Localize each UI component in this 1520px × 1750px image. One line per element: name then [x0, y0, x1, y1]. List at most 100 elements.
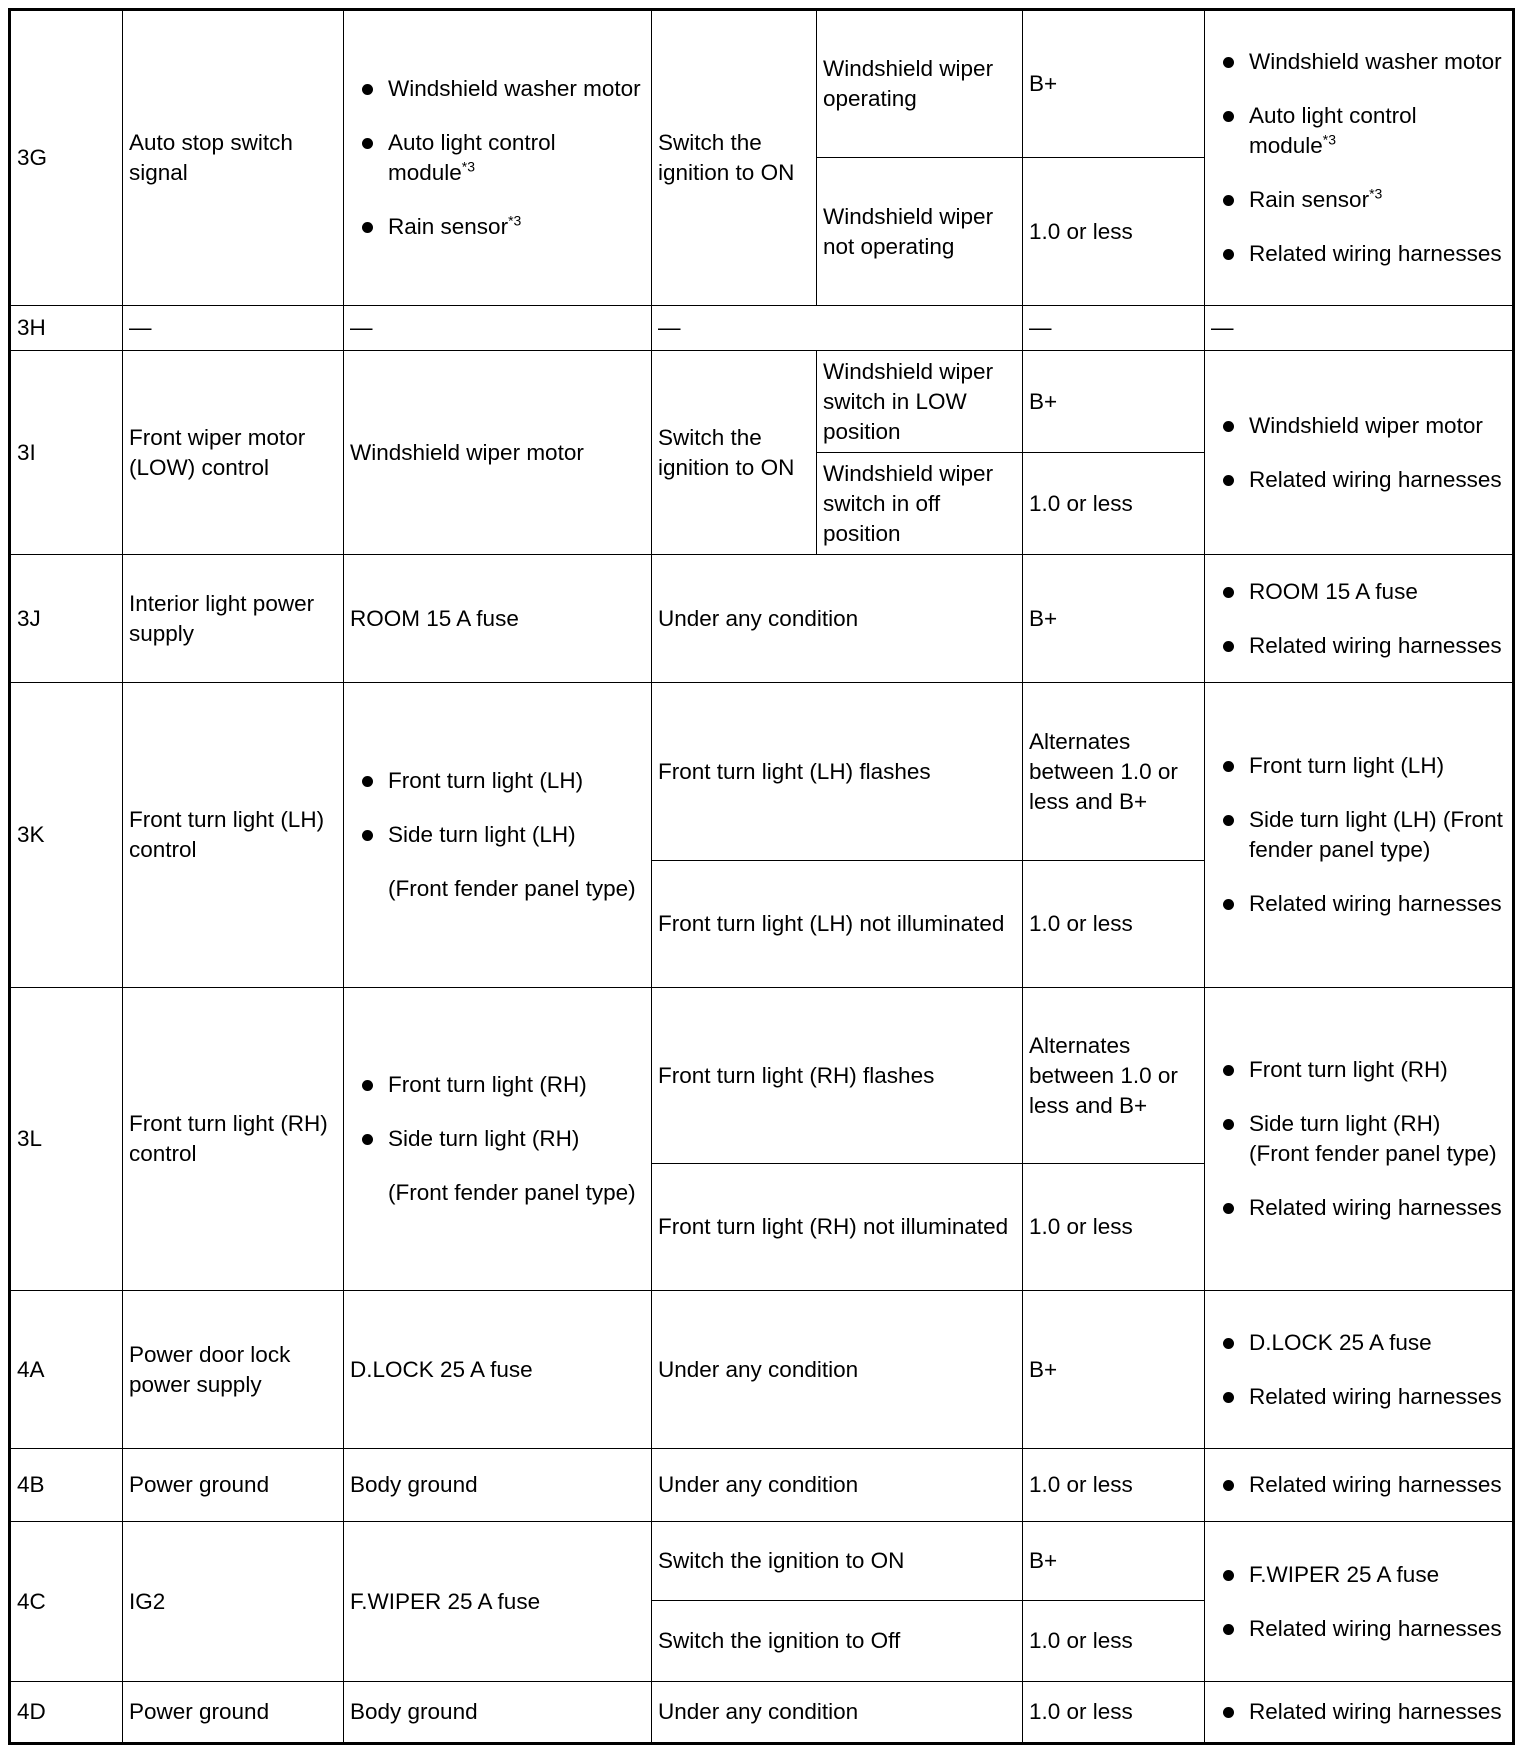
check-item: D.LOCK 25 A fuse	[1223, 1328, 1506, 1358]
check-item-text: Front turn light (RH)	[1249, 1057, 1448, 1082]
condition: Front turn light (RH) not illuminated	[651, 1163, 1023, 1291]
terminal-number: 3L	[9, 987, 123, 1291]
voltage-value: 1.0 or less	[1022, 1600, 1205, 1682]
check-item: Related wiring harnesses	[1223, 465, 1506, 495]
sub-condition: Windshield wiper switch in LOW position	[816, 350, 1023, 453]
signal-description: Auto stop switch signal	[122, 9, 344, 306]
check-item-text: Side turn light (LH) (Front fender panel…	[1249, 807, 1503, 862]
check-item: Side turn light (RH) (Front fender panel…	[1223, 1109, 1506, 1169]
check-item: Windshield washer motor	[1223, 47, 1506, 77]
check-item-text: Related wiring harnesses	[1249, 1383, 1502, 1409]
sub-condition: Windshield wiper switch in off position	[816, 452, 1023, 555]
signal-description: Front turn light (LH) control	[122, 682, 344, 988]
terminal-number: 4A	[9, 1290, 123, 1449]
condition: —	[651, 305, 1023, 351]
condition: Switch the ignition to Off	[651, 1600, 1023, 1682]
items-to-check: —	[1204, 305, 1514, 351]
check-item: F.WIPER 25 A fuse	[1223, 1560, 1506, 1590]
terminal-number: 3K	[9, 682, 123, 988]
connected-to: D.LOCK 25 A fuse	[343, 1290, 652, 1449]
check-item: Related wiring harnesses	[1223, 889, 1506, 919]
terminal-number: 3G	[9, 9, 123, 306]
terminal-number: 3I	[9, 350, 123, 555]
check-item: ROOM 15 A fuse	[1223, 577, 1506, 607]
voltage-value: Alternates between 1.0 or less and B+	[1022, 682, 1205, 861]
condition: Front turn light (RH) flashes	[651, 987, 1023, 1164]
check-item: Related wiring harnesses	[1223, 1193, 1506, 1223]
table-row: 4D Power ground Body ground Under any condi…	[9, 1681, 1514, 1744]
condition: Switch the ignition to ON	[651, 1521, 1023, 1601]
connected-to: Windshield washer motor Auto light contro…	[343, 9, 652, 306]
sub-condition: Windshield wiper not operating	[816, 157, 1023, 306]
items-to-check: Windshield washer motor Auto light contro…	[1204, 9, 1514, 306]
terminal-number: 4D	[9, 1681, 123, 1744]
table-row: 4C IG2 F.WIPER 25 A fuse Switch the ignitio…	[9, 1521, 1514, 1682]
voltage-value: B+	[1022, 1521, 1205, 1601]
condition: Switch the ignition to ON	[651, 9, 817, 306]
connected-to: Windshield wiper motor	[343, 350, 652, 555]
voltage-value: 1.0 or less	[1022, 157, 1205, 306]
voltage-value: B+	[1022, 9, 1205, 158]
signal-description: Power ground	[122, 1448, 344, 1522]
check-item: Front turn light (RH)	[1223, 1055, 1506, 1085]
voltage-value: B+	[1022, 554, 1205, 683]
connected-item: Front turn light (LH)	[362, 766, 645, 796]
voltage-value: B+	[1022, 1290, 1205, 1449]
items-to-check: ROOM 15 A fuse Related wiring harnesses	[1204, 554, 1514, 683]
check-item-text: D.LOCK 25 A fuse	[1249, 1329, 1432, 1355]
condition: Under any condition	[651, 1290, 1023, 1449]
voltage-value: 1.0 or less	[1022, 1163, 1205, 1291]
connected-item: Side turn light (LH)	[362, 820, 645, 850]
table-row: 4B Power ground Body ground Under any condi…	[9, 1448, 1514, 1522]
check-list: Windshield washer motor Auto light contro…	[1211, 47, 1506, 269]
terminal-number: 4B	[9, 1448, 123, 1522]
voltage-value: —	[1022, 305, 1205, 351]
connected-list: Front turn light (LH) Side turn light (LH…	[350, 766, 645, 904]
connected-item-text: Front turn light (RH)	[388, 1072, 587, 1097]
connected-note: (Front fender panel type)	[388, 874, 645, 904]
condition: Under any condition	[651, 1681, 1023, 1744]
terminal-number: 3H	[9, 305, 123, 351]
signal-description: IG2	[122, 1521, 344, 1682]
connected-item: Windshield washer motor	[362, 74, 645, 104]
check-list: Front turn light (LH) Side turn light (LH…	[1211, 751, 1506, 919]
check-item-text: Related wiring harnesses	[1249, 1195, 1502, 1220]
connected-to: Front turn light (RH) Side turn light (RH…	[343, 987, 652, 1291]
table-row: Front turn light (RH) not illuminated 1.0…	[10, 1163, 1514, 1291]
connected-note: (Front fender panel type)	[388, 1178, 645, 1208]
terminal-number: 4C	[9, 1521, 123, 1682]
connected-item-text: (Front fender panel type)	[388, 876, 636, 901]
connected-item-text: Side turn light (LH)	[388, 822, 576, 847]
check-item-text: Related wiring harnesses	[1249, 466, 1502, 492]
condition: Front turn light (LH) not illuminated	[651, 860, 1023, 988]
items-to-check: F.WIPER 25 A fuse Related wiring harnesse…	[1204, 1521, 1514, 1682]
check-item-text: Windshield wiper motor	[1249, 412, 1483, 438]
connected-to: Body ground	[343, 1448, 652, 1522]
items-to-check: Front turn light (LH) Side turn light (LH…	[1204, 682, 1514, 988]
check-item-text: Rain sensor	[1249, 187, 1370, 212]
check-item-text: Front turn light (LH)	[1249, 753, 1445, 778]
check-item: Related wiring harnesses	[1223, 1470, 1506, 1500]
connected-to: ROOM 15 A fuse	[343, 554, 652, 683]
check-item: Related wiring harnesses	[1223, 631, 1506, 661]
connected-item-text: Auto light control module	[388, 130, 556, 185]
check-list: Front turn light (RH) Side turn light (RH…	[1211, 1055, 1506, 1223]
footnote-ref: *3	[461, 158, 476, 175]
check-item-text: Related wiring harnesses	[1249, 632, 1502, 658]
terminal-number: 3J	[9, 554, 123, 683]
footnote-ref: *3	[1369, 185, 1383, 202]
table-row: 4A Power door lock power supply D.LOCK 25 …	[9, 1290, 1514, 1449]
check-item: Related wiring harnesses	[1223, 239, 1506, 269]
table-row: 3I Front wiper motor (LOW) control Windshi…	[9, 350, 1514, 555]
check-list: D.LOCK 25 A fuse Related wiring harnesses	[1211, 1328, 1506, 1412]
table-row: 3H — — — — —	[9, 305, 1514, 351]
voltage-value: 1.0 or less	[1022, 860, 1205, 988]
connected-list: Windshield washer motor Auto light contro…	[350, 74, 645, 242]
connected-list: Front turn light (RH) Side turn light (RH…	[350, 1070, 645, 1208]
check-item-text: Related wiring harnesses	[1249, 241, 1502, 266]
signal-description: Front wiper motor (LOW) control	[122, 350, 344, 555]
check-item-text: Related wiring harnesses	[1249, 1699, 1502, 1724]
connected-to: Body ground	[343, 1681, 652, 1744]
signal-description: Power ground	[122, 1681, 344, 1744]
check-item: Related wiring harnesses	[1223, 1697, 1506, 1727]
